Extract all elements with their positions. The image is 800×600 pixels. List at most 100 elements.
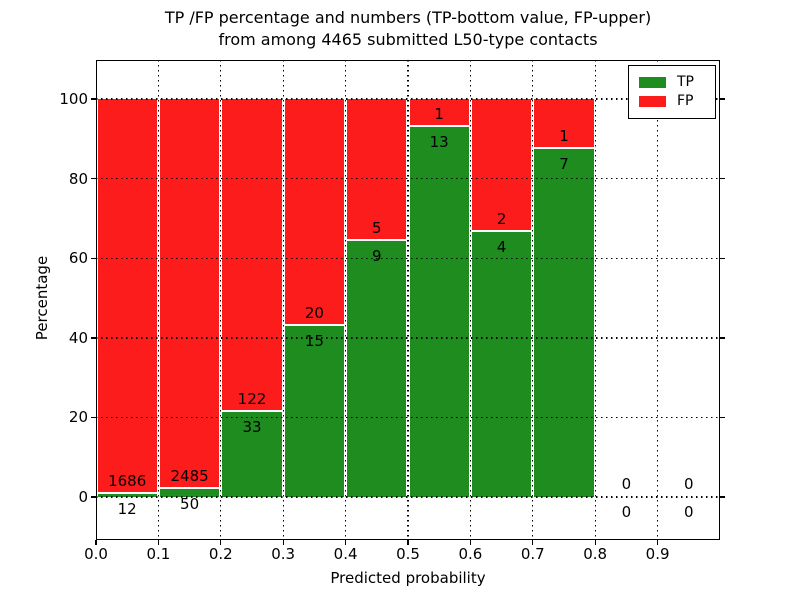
chart-title-line1: TP /FP percentage and numbers (TP-bottom… — [164, 8, 652, 27]
tp-count-label: 7 — [559, 154, 569, 173]
fp-count-label: 1 — [434, 105, 444, 124]
x-tick-label: 0.7 — [520, 545, 545, 563]
legend-item-tp: TP — [639, 74, 707, 91]
x-tick-label: 0.3 — [271, 545, 296, 563]
x-tick-mark — [469, 540, 472, 545]
bar-fp-segment — [409, 99, 469, 128]
v-gridline — [469, 60, 472, 540]
fp-count-label: 0 — [621, 475, 632, 493]
tp-count-label: 0 — [621, 503, 632, 521]
bar-tp-segment — [409, 127, 469, 497]
chart-title: TP /FP percentage and numbers (TP-bottom… — [96, 7, 720, 51]
y-tick-mark-right — [720, 496, 725, 498]
legend-label-fp: FP — [677, 93, 694, 109]
y-tick-label: 20 — [68, 408, 88, 427]
bar-tp-segment — [284, 326, 345, 497]
y-tick-mark — [91, 257, 96, 259]
v-gridline — [532, 60, 534, 540]
tp-color-swatch — [639, 77, 666, 88]
tp-count-label: 15 — [304, 332, 324, 351]
x-tick-label: 0.1 — [146, 545, 171, 563]
x-tick-mark — [157, 540, 160, 545]
x-tick-label: 0.8 — [583, 545, 608, 563]
y-tick-mark — [91, 98, 96, 100]
y-axis-label: Percentage — [33, 255, 51, 341]
x-tick-label: 0.0 — [84, 545, 108, 563]
v-gridline — [157, 60, 160, 540]
x-tick-mark — [407, 540, 409, 545]
v-gridline — [344, 60, 347, 540]
tp-count-label: 33 — [242, 418, 262, 437]
fp-count-label: 122 — [237, 390, 267, 409]
bar-fp-segment — [284, 99, 345, 327]
grid-layer — [96, 60, 720, 540]
plot-area: 1686 12 2485 50 122 33 20 15 5 9 1 13 2 4 1 7 0 0 0 0 TP FP — [96, 60, 720, 540]
bar-fp-segment — [159, 99, 220, 490]
bars-layer — [96, 60, 720, 540]
y-tick-mark — [91, 496, 96, 498]
y-tick-mark-right — [720, 98, 725, 100]
fp-count-label: 1686 — [108, 472, 147, 491]
tp-count-label: 4 — [496, 237, 507, 256]
tp-count-label: 0 — [684, 503, 694, 521]
y-tick-label: 80 — [68, 169, 88, 188]
y-tick-mark-right — [720, 257, 725, 259]
legend-label-tp: TP — [677, 74, 694, 90]
bar-tp-segment — [97, 494, 157, 497]
fp-count-label: 1 — [559, 126, 569, 145]
bar-tp-segment — [347, 241, 407, 497]
legend: TP FP — [628, 65, 716, 119]
v-gridline — [407, 60, 409, 540]
x-tick-label: 0.9 — [645, 545, 670, 563]
bar-fp-segment — [471, 99, 532, 232]
bar-fp-segment — [534, 99, 594, 149]
y-tick-label: 40 — [68, 328, 88, 347]
x-tick-mark — [594, 540, 596, 545]
y-tick-mark-right — [720, 177, 725, 180]
tp-count-label: 9 — [372, 247, 382, 266]
y-tick-mark-right — [720, 416, 725, 419]
fp-color-swatch — [639, 96, 666, 107]
tp-count-label: 13 — [429, 133, 449, 152]
x-tick-label: 0.5 — [396, 545, 420, 563]
v-gridline — [656, 60, 659, 540]
y-tick-mark-right — [720, 337, 725, 339]
fp-count-label: 0 — [684, 475, 694, 493]
fp-count-label: 2 — [496, 209, 507, 228]
x-tick-mark — [220, 540, 222, 545]
bar-tp-segment — [159, 489, 220, 497]
x-axis-label: Predicted probability — [330, 569, 486, 587]
y-tick-mark — [91, 337, 96, 339]
v-gridline — [282, 60, 284, 540]
bar-fp-segment — [97, 99, 157, 495]
bar-tp-segment — [471, 231, 532, 497]
tp-count-label: 12 — [117, 500, 137, 519]
fp-count-label: 20 — [304, 304, 324, 323]
v-gridline — [220, 60, 222, 540]
x-tick-label: 0.4 — [333, 545, 358, 563]
v-gridline — [594, 60, 596, 540]
x-tick-mark — [344, 540, 347, 545]
x-tick-label: 0.6 — [458, 545, 483, 563]
x-tick-mark — [656, 540, 659, 545]
y-tick-label: 60 — [68, 249, 88, 268]
x-tick-mark — [282, 540, 284, 545]
bar-fp-segment — [222, 99, 282, 413]
bar-tp-segment — [534, 148, 594, 497]
fp-count-label: 2485 — [170, 467, 209, 486]
x-tick-mark — [95, 540, 97, 545]
y-tick-label: 100 — [59, 90, 88, 108]
x-tick-label: 0.2 — [208, 545, 233, 563]
y-tick-mark — [91, 177, 96, 180]
y-tick-label: 0 — [78, 488, 88, 506]
legend-item-fp: FP — [639, 93, 707, 110]
x-tick-mark — [532, 540, 534, 545]
tp-count-label: 50 — [180, 495, 200, 514]
fp-count-label: 5 — [372, 219, 382, 238]
bar-tp-segment — [222, 412, 282, 497]
bar-fp-segment — [347, 99, 407, 242]
y-tick-mark — [91, 416, 96, 419]
chart-title-line2: from among 4465 submitted L50-type conta… — [218, 30, 598, 49]
annotations-layer: 1686 12 2485 50 122 33 20 15 5 9 1 13 2 4 1 7 0 0 0 0 — [96, 60, 720, 540]
